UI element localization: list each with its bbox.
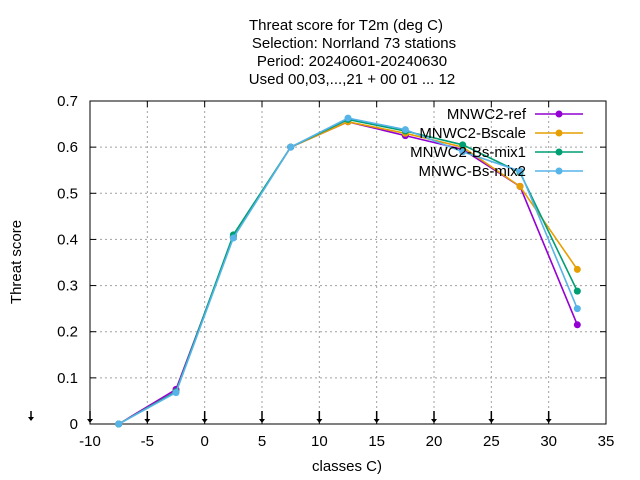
bottom-markers — [28, 411, 552, 423]
data-point — [573, 265, 581, 273]
x-tick-label: -5 — [141, 433, 154, 450]
legend-marker — [555, 167, 563, 175]
y-tick-label: 0.5 — [57, 185, 78, 202]
data-point — [573, 305, 581, 313]
x-tick-label: 0 — [200, 433, 208, 450]
data-point — [401, 126, 409, 134]
bottom-marker-arrow — [87, 419, 93, 423]
chart-title: Threat score for T2m (deg C) Selection: … — [249, 17, 456, 88]
grid — [90, 101, 606, 424]
x-tick-label: 10 — [311, 433, 328, 450]
x-tick-label: 20 — [426, 433, 443, 450]
x-tick-label: 25 — [483, 433, 500, 450]
legend: MNWC2-ref MNWC2-Bscale MNWC2-Bs-mix1 MNWC-B… — [410, 106, 583, 180]
data-point — [516, 167, 524, 175]
data-point — [459, 141, 467, 149]
legend-label: MNWC2-Bs-mix1 — [410, 144, 526, 161]
y-tick-label: 0.7 — [57, 93, 78, 110]
legend-label: MNWC2-Bscale — [419, 125, 526, 142]
bottom-marker-arrow — [144, 419, 151, 423]
data-point — [229, 234, 237, 242]
bottom-marker-arrow — [201, 419, 208, 423]
y-tick-label: 0 — [70, 416, 78, 433]
legend-label: MNWC2-ref — [447, 106, 527, 123]
legend-label: MNWC-Bs-mix2 — [419, 163, 526, 180]
data-point — [344, 114, 352, 122]
y-axis-label: Threat score — [8, 220, 25, 304]
title-line-3: Period: 20240601-20240630 — [257, 53, 447, 70]
bottom-marker-arrow — [488, 419, 495, 423]
x-tick-label: 35 — [598, 433, 615, 450]
y-tick-label: 0.3 — [57, 278, 78, 295]
title-line-1: Threat score for T2m (deg C) — [249, 17, 443, 34]
bottom-marker-arrow — [545, 419, 552, 423]
data-point — [573, 287, 581, 295]
data-point — [573, 321, 581, 329]
y-tick-label: 0.1 — [57, 370, 78, 387]
data-point — [115, 420, 123, 428]
y-tick-label: 0.4 — [57, 231, 78, 248]
y-tick-label: 0.6 — [57, 139, 78, 156]
data-point — [172, 389, 180, 397]
y-tick-label: 0.2 — [57, 324, 78, 341]
axis-ticks: -10 -5 0 5 10 15 20 25 30 35 0 0.1 0.2 0.3 0.4 0.5 0.6 0.… — [57, 93, 614, 450]
x-tick-label: 30 — [540, 433, 557, 450]
series-lines — [115, 114, 581, 428]
title-line-2: Selection: Norrland 73 stations — [252, 35, 456, 52]
legend-marker — [555, 129, 563, 137]
x-axis-label: classes C) — [312, 458, 382, 475]
x-tick-label: -10 — [79, 433, 101, 450]
bottom-marker-arrow — [373, 419, 380, 423]
x-tick-label: 15 — [368, 433, 385, 450]
outside-marker-arrow — [28, 417, 34, 421]
bottom-marker-arrow — [316, 419, 323, 423]
legend-marker — [555, 110, 563, 118]
bottom-marker-arrow — [259, 419, 265, 423]
x-tick-label: 5 — [258, 433, 266, 450]
data-point — [459, 148, 467, 156]
title-line-4: Used 00,03,...,21 + 00 01 ... 12 — [249, 71, 455, 88]
bottom-marker-arrow — [431, 419, 437, 423]
data-point — [516, 182, 524, 190]
data-point — [287, 143, 295, 151]
plot-frame — [89, 100, 607, 425]
legend-marker — [555, 148, 563, 156]
